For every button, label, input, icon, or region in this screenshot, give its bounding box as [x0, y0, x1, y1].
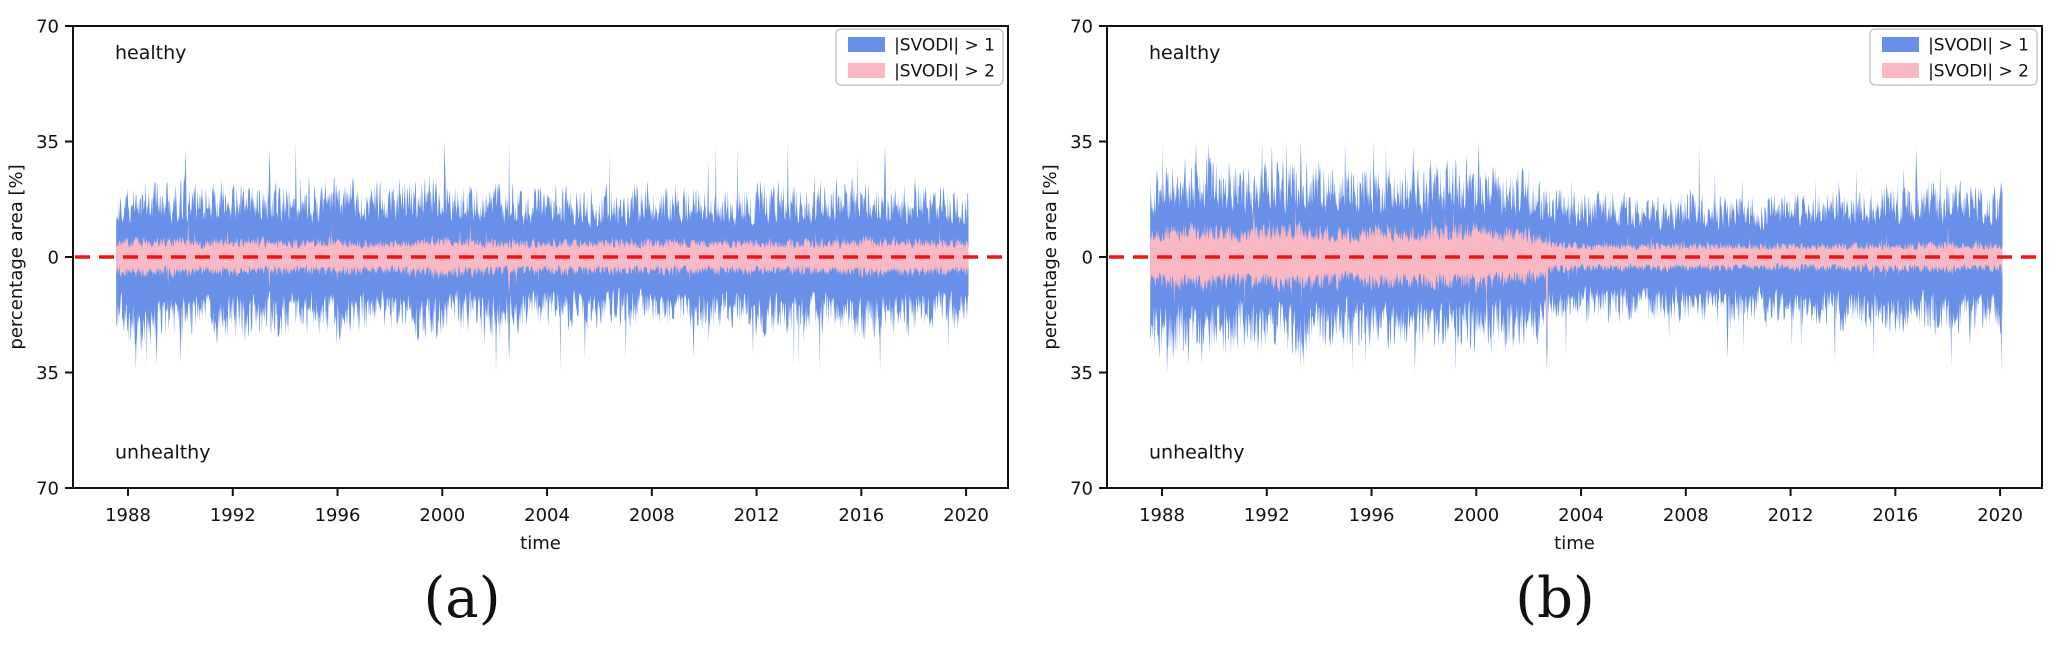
y-tick-label: 35	[36, 363, 59, 384]
panel-a: 70 35 0 35 70 1988 1992 1996 2000 2004 2008 2012 201…	[0, 0, 1033, 654]
x-tick-label: 1996	[315, 505, 361, 526]
chart-b-canvas: 70 35 0 35 70 1988 1992 1996 2000 2004 2008 2012 201…	[1040, 17, 2043, 554]
x-tick-label: 2008	[1663, 505, 1709, 526]
y-tick-label: 70	[36, 479, 59, 500]
x-tick-label: 1988	[1139, 505, 1185, 526]
plot-frame	[1106, 25, 2043, 489]
x-tick-label: 2012	[734, 505, 780, 526]
caption-a-text: (a)	[423, 566, 501, 631]
x-axis-label: time	[1554, 533, 1595, 554]
x-tick-label: 2016	[838, 505, 884, 526]
legend-label-0: |SVODI| > 1	[1928, 36, 2029, 56]
x-tick-label: 2004	[1558, 505, 1604, 526]
y-tick-label: 70	[36, 17, 59, 38]
x-tick-label: 2016	[1872, 505, 1918, 526]
annotation-unhealthy: unhealthy	[1149, 441, 1244, 463]
x-tick-label: 2020	[943, 505, 989, 526]
y-tick-label: 35	[36, 132, 59, 153]
legend-label-1: |SVODI| > 2	[894, 62, 995, 82]
x-tick-label: 1992	[1244, 505, 1290, 526]
x-tick-label: 2004	[524, 505, 570, 526]
plot-frame	[72, 25, 1009, 489]
x-tick-label: 2000	[1453, 505, 1499, 526]
y-tick-label: 35	[1070, 132, 1093, 153]
y-axis-label: percentage area [%]	[1040, 164, 1061, 349]
legend-swatch-0	[848, 37, 885, 52]
legend-label-1: |SVODI| > 2	[1928, 62, 2029, 82]
annotation-healthy: healthy	[115, 42, 186, 64]
y-tick-label: 0	[48, 248, 59, 269]
x-axis-label: time	[520, 533, 561, 554]
x-tick-label: 1988	[105, 505, 151, 526]
area-series-1	[1150, 207, 2003, 343]
caption-b: (b)	[1034, 560, 2067, 654]
legend-swatch-1	[848, 63, 885, 78]
legend-swatch-0	[1882, 37, 1919, 52]
y-tick-label: 0	[1082, 248, 1093, 269]
x-tick-label: 1996	[1349, 505, 1395, 526]
y-axis-label: percentage area [%]	[6, 164, 27, 349]
y-tick-label: 70	[1070, 479, 1093, 500]
x-tick-label: 1992	[210, 505, 256, 526]
x-tick-label: 2020	[1977, 505, 2023, 526]
x-tick-label: 2012	[1768, 505, 1814, 526]
x-tick-label: 2000	[419, 505, 465, 526]
y-tick-label: 35	[1070, 363, 1093, 384]
chart-a-canvas: 70 35 0 35 70 1988 1992 1996 2000 2004 2008 2012 201…	[6, 17, 1009, 554]
panel-b: 70 35 0 35 70 1988 1992 1996 2000 2004 2008 2012 201…	[1034, 0, 2067, 654]
y-tick-label: 70	[1070, 17, 1093, 38]
legend-label-0: |SVODI| > 1	[894, 36, 995, 56]
caption-a: (a)	[0, 560, 1033, 654]
caption-b-text: (b)	[1515, 566, 1595, 631]
annotation-healthy: healthy	[1149, 42, 1220, 64]
legend-swatch-1	[1882, 63, 1919, 78]
annotation-unhealthy: unhealthy	[115, 441, 210, 463]
x-tick-label: 2008	[629, 505, 675, 526]
